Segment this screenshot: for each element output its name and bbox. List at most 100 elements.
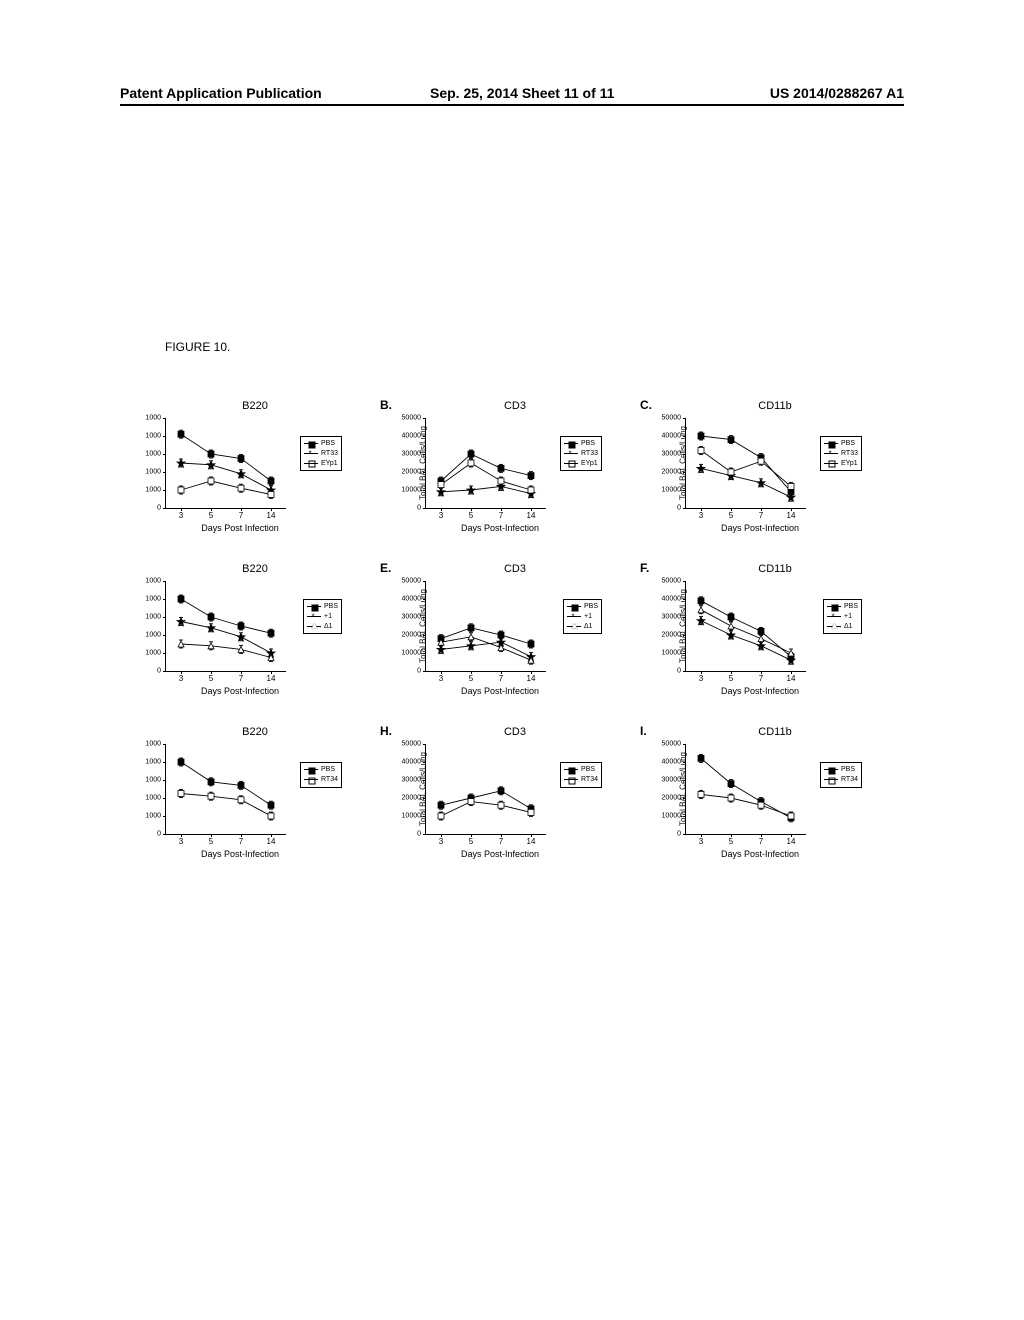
legend-label: RT34 xyxy=(321,775,338,785)
y-tick-label: 20000 xyxy=(662,632,681,639)
legend-label: PBS xyxy=(841,439,855,449)
chart-cell: H.CD3Total BAL Cells/Lung010000200003000… xyxy=(395,726,635,859)
legend-label: PBS xyxy=(841,765,855,775)
y-tick-label: 50000 xyxy=(402,578,421,585)
legend-item: RT34 xyxy=(824,775,858,785)
x-axis-label: Days Post-Infection xyxy=(165,686,315,696)
legend-item: *RT33 xyxy=(304,449,338,459)
legend-item: PBS xyxy=(824,765,858,775)
legend-label: +1 xyxy=(324,612,332,622)
chart-cell: B220 01000100010001000100035714PBS*RT33EY… xyxy=(135,400,375,533)
legend-label: EYp1 xyxy=(841,459,858,469)
legend-label: RT33 xyxy=(841,449,858,459)
x-tick-label: 7 xyxy=(759,674,763,683)
legend: PBSRT34 xyxy=(820,762,862,788)
legend-item: EYp1 xyxy=(304,459,338,469)
x-axis-label: Days Post-Infection xyxy=(685,849,835,859)
x-axis-label: Days Post-Infection xyxy=(425,849,575,859)
legend-item: RT34 xyxy=(304,775,338,785)
x-tick-label: 7 xyxy=(239,674,243,683)
chart-grid: B22001000100010001000100035714PBS*RT33EY… xyxy=(135,400,895,889)
chart-title: CD3 xyxy=(395,726,635,740)
x-tick-label: 7 xyxy=(759,837,763,846)
y-tick-label: 40000 xyxy=(402,759,421,766)
y-tick-label: 20000 xyxy=(662,469,681,476)
chart-cell: B22001000100010001000100035714PBS*+1Δ1Da… xyxy=(135,563,375,696)
x-axis-label: Days Post-Infection xyxy=(685,686,835,696)
y-tick-label: 1000 xyxy=(145,578,161,585)
y-tick-label: 1000 xyxy=(145,741,161,748)
panel-label: E. xyxy=(380,561,391,575)
legend-item: PBS xyxy=(304,765,338,775)
panel-label: C. xyxy=(640,398,652,412)
x-tick-label: 14 xyxy=(267,674,276,683)
chart-cell: C.CD11bTotal BAL Cells/Lung0100002000030… xyxy=(655,400,895,533)
y-tick-label: 50000 xyxy=(402,741,421,748)
x-tick-label: 3 xyxy=(439,837,443,846)
y-tick-label: 1000 xyxy=(145,415,161,422)
x-tick-label: 14 xyxy=(527,511,536,520)
plot-area: Total BAL Cells/Lung01000020000300004000… xyxy=(425,581,546,672)
legend-item: *+1 xyxy=(307,612,338,622)
x-tick-label: 3 xyxy=(699,837,703,846)
x-tick-label: 3 xyxy=(179,674,183,683)
y-tick-label: 40000 xyxy=(402,596,421,603)
y-tick-label: 50000 xyxy=(662,741,681,748)
legend: PBS*+1Δ1 xyxy=(563,599,602,634)
legend: PBS*RT33EYp1 xyxy=(820,436,862,471)
plot-area: 01000100010001000100035714PBSRT34 xyxy=(165,744,286,835)
x-tick-label: 5 xyxy=(469,674,473,683)
y-tick-label: 1000 xyxy=(145,614,161,621)
x-tick-label: 5 xyxy=(729,837,733,846)
x-tick-label: 14 xyxy=(527,837,536,846)
chart-cell: F.CD11bTotal BAL Cells/Lung0100002000030… xyxy=(655,563,895,696)
legend-item: PBS xyxy=(304,439,338,449)
y-tick-label: 10000 xyxy=(402,813,421,820)
y-tick-label: 30000 xyxy=(662,451,681,458)
legend-item: *RT33 xyxy=(564,449,598,459)
chart-title: CD3 xyxy=(395,563,635,577)
plot-area: 01000100010001000100035714PBS*RT33EYp1 xyxy=(165,418,286,509)
y-tick-label: 1000 xyxy=(145,813,161,820)
plot-area: Total BAL Cells/Lung01000020000300004000… xyxy=(685,418,806,509)
legend-label: PBS xyxy=(581,439,595,449)
y-tick xyxy=(683,508,686,509)
legend-item: PBS xyxy=(827,602,858,612)
legend: PBSRT34 xyxy=(560,762,602,788)
x-tick-label: 14 xyxy=(267,837,276,846)
x-axis-label: Days Post Infection xyxy=(165,523,315,533)
y-tick-label: 10000 xyxy=(402,650,421,657)
y-tick-label: 10000 xyxy=(662,487,681,494)
y-tick-label: 40000 xyxy=(662,596,681,603)
legend: PBS*+1Δ1 xyxy=(303,599,342,634)
x-tick-label: 3 xyxy=(179,837,183,846)
y-tick xyxy=(423,671,426,672)
x-tick-label: 14 xyxy=(267,511,276,520)
y-tick-label: 40000 xyxy=(662,433,681,440)
y-tick-label: 1000 xyxy=(145,632,161,639)
x-tick-label: 3 xyxy=(699,511,703,520)
x-tick-label: 3 xyxy=(179,511,183,520)
x-axis-label: Days Post-Infection xyxy=(425,523,575,533)
chart-title: B220 xyxy=(135,400,375,414)
plot-area: 01000100010001000100035714PBS*+1Δ1 xyxy=(165,581,286,672)
legend-label: EYp1 xyxy=(581,459,598,469)
legend: PBSRT34 xyxy=(300,762,342,788)
x-tick-label: 7 xyxy=(759,511,763,520)
y-tick-label: 0 xyxy=(157,831,161,838)
y-tick-label: 0 xyxy=(677,505,681,512)
y-tick-label: 20000 xyxy=(402,632,421,639)
y-tick xyxy=(683,834,686,835)
panel-label: H. xyxy=(380,724,392,738)
chart-svg xyxy=(426,744,546,834)
x-tick-label: 5 xyxy=(209,511,213,520)
y-tick-label: 30000 xyxy=(402,777,421,784)
chart-title: CD3 xyxy=(395,400,635,414)
legend-item: PBS xyxy=(564,765,598,775)
y-tick-label: 1000 xyxy=(145,469,161,476)
x-tick-label: 5 xyxy=(209,674,213,683)
legend-label: Δ1 xyxy=(844,622,853,632)
y-tick-label: 50000 xyxy=(662,578,681,585)
chart-cell: E.CD3Total BAL Cells/Lung010000200003000… xyxy=(395,563,635,696)
figure-caption: FIGURE 10. xyxy=(165,340,230,354)
